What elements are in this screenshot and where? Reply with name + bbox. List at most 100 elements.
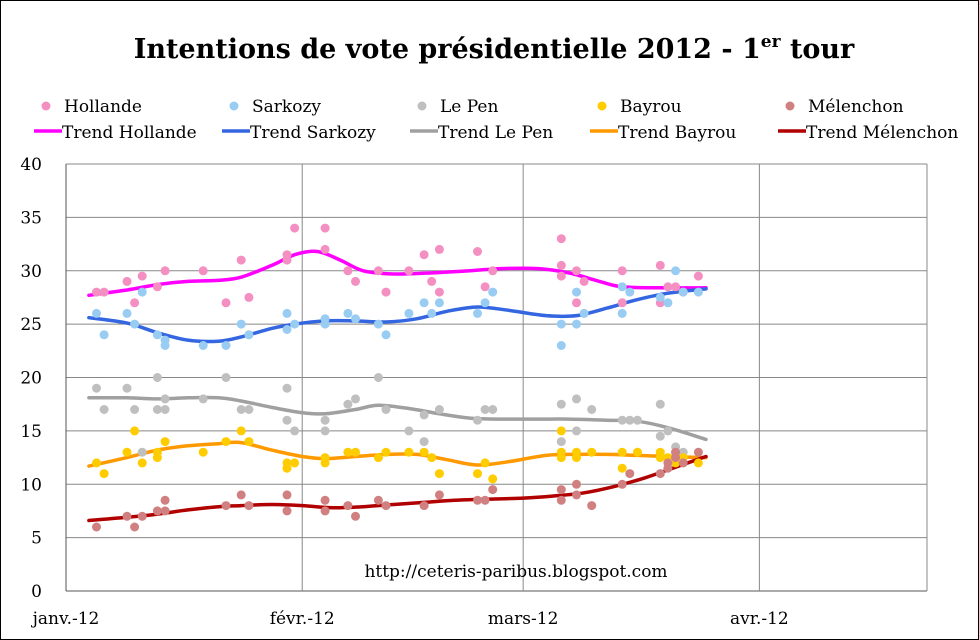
data-point-le-pen	[351, 394, 360, 404]
data-point-sarkozy	[122, 308, 132, 318]
data-point-melenchon	[488, 485, 498, 495]
data-point-bayrou	[381, 447, 391, 457]
data-point-sarkozy	[678, 287, 688, 297]
data-point-hollande	[290, 223, 300, 233]
data-point-sarkozy	[236, 319, 246, 329]
data-point-le-pen	[617, 415, 627, 425]
data-point-melenchon	[663, 458, 673, 468]
data-point-sarkozy	[99, 330, 109, 340]
data-point-bayrou	[587, 447, 597, 457]
data-point-sarkozy	[480, 298, 490, 308]
data-point-bayrou	[351, 447, 360, 457]
data-point-hollande	[160, 266, 170, 276]
data-point-le-pen	[221, 373, 231, 382]
data-point-bayrou	[244, 437, 254, 447]
data-point-melenchon	[122, 511, 132, 521]
data-point-hollande	[221, 298, 231, 308]
data-point-sarkozy	[655, 292, 665, 302]
data-point-sarkozy	[556, 341, 566, 350]
data-point-sarkozy	[404, 308, 414, 318]
data-point-melenchon	[480, 495, 490, 505]
data-point-hollande	[381, 287, 391, 297]
data-point-hollande	[282, 255, 292, 265]
data-point-hollande	[343, 266, 353, 276]
data-point-melenchon	[625, 469, 635, 479]
legend-marker-sarkozy	[229, 101, 239, 111]
data-point-hollande	[693, 271, 703, 281]
data-point-hollande	[320, 223, 330, 233]
data-point-bayrou	[92, 458, 101, 468]
data-point-melenchon	[434, 490, 444, 500]
data-point-le-pen	[556, 437, 566, 447]
data-point-sarkozy	[92, 308, 101, 318]
data-point-hollande	[434, 287, 444, 297]
data-point-hollande	[419, 250, 429, 260]
data-point-bayrou	[434, 469, 444, 479]
data-point-bayrou	[427, 453, 437, 463]
legend-trend-label-melenchon: Trend Mélenchon	[806, 123, 958, 143]
data-point-le-pen	[655, 399, 665, 409]
data-point-melenchon	[473, 495, 482, 505]
data-point-bayrou	[693, 458, 703, 468]
data-point-le-pen	[343, 399, 353, 409]
x-tick-label: mars-12	[488, 609, 558, 629]
data-point-le-pen	[434, 405, 444, 414]
data-point-melenchon	[236, 490, 246, 500]
data-point-sarkozy	[137, 287, 147, 297]
data-point-melenchon	[556, 495, 566, 505]
data-point-le-pen	[152, 373, 162, 382]
data-point-sarkozy	[381, 330, 391, 340]
data-point-melenchon	[373, 495, 383, 505]
data-point-le-pen	[160, 405, 170, 414]
legend-marker-melenchon	[785, 101, 795, 111]
legend-marker-le-pen	[417, 101, 427, 111]
data-point-bayrou	[655, 453, 665, 463]
legend-trend-label-bayrou: Trend Bayrou	[618, 123, 736, 143]
x-tick-label: janv.-12	[31, 609, 100, 629]
data-point-sarkozy	[556, 319, 566, 329]
data-point-sarkozy	[434, 298, 444, 308]
x-tick-label: févr.-12	[270, 609, 335, 629]
data-point-sarkozy	[663, 298, 673, 308]
data-point-sarkozy	[617, 282, 627, 292]
data-point-sarkozy	[221, 341, 231, 350]
data-point-le-pen	[320, 415, 330, 425]
legend-marker-bayrou	[597, 101, 607, 111]
data-point-melenchon	[419, 501, 429, 511]
data-point-bayrou	[160, 437, 170, 447]
y-tick-label: 0	[31, 582, 42, 602]
data-point-hollande	[373, 266, 383, 276]
data-point-sarkozy	[693, 287, 703, 297]
data-point-sarkozy	[282, 325, 292, 334]
data-point-melenchon	[671, 447, 681, 457]
data-point-hollande	[137, 271, 147, 281]
legend-label-melenchon: Mélenchon	[808, 97, 904, 117]
y-axis: 0 5 10 15 20 25 30 35 40	[20, 155, 42, 602]
data-point-bayrou	[320, 453, 330, 463]
data-point-hollande	[320, 244, 330, 254]
data-point-le-pen	[572, 394, 581, 404]
data-point-sarkozy	[625, 287, 635, 297]
data-point-hollande	[244, 292, 254, 302]
y-tick-label: 25	[20, 315, 42, 335]
data-point-sarkozy	[373, 319, 383, 329]
y-tick-label: 5	[31, 529, 42, 549]
data-point-melenchon	[130, 522, 140, 532]
data-point-le-pen	[404, 426, 414, 436]
data-point-hollande	[572, 266, 581, 276]
x-axis: janv.-12 févr.-12 mars-12 avr.-12	[31, 609, 789, 629]
legend-label-bayrou: Bayrou	[620, 97, 682, 117]
data-point-sarkozy	[488, 287, 498, 297]
data-point-sarkozy	[579, 308, 589, 318]
data-point-hollande	[92, 287, 101, 297]
legend-marker-hollande	[41, 101, 51, 111]
data-point-le-pen	[572, 426, 581, 436]
data-point-le-pen	[587, 405, 597, 414]
y-tick-label: 40	[20, 155, 42, 175]
data-point-bayrou	[419, 447, 429, 457]
data-point-bayrou	[282, 458, 292, 468]
data-point-melenchon	[282, 490, 292, 500]
data-point-hollande	[130, 298, 140, 308]
data-point-bayrou	[556, 453, 566, 463]
